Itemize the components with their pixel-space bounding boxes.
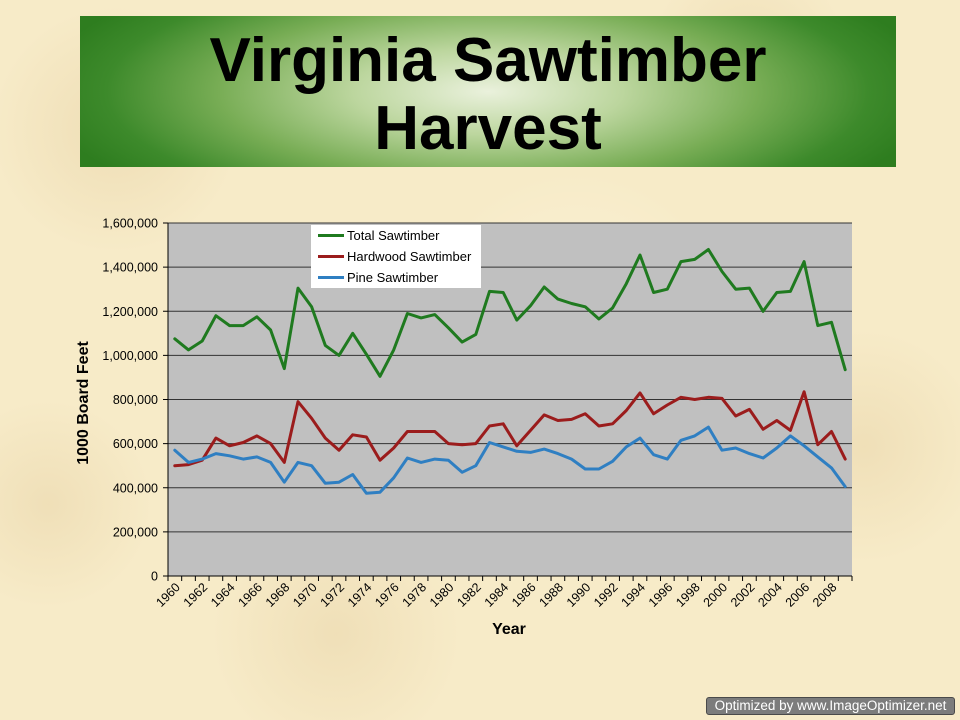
- title-banner: Virginia Sawtimber Harvest: [80, 16, 896, 167]
- y-tick-label: 200,000: [113, 525, 158, 539]
- x-tick-label: 1974: [345, 580, 375, 610]
- x-tick-label: 1988: [536, 580, 566, 610]
- x-tick-label: 1992: [591, 580, 621, 610]
- series-line-pine-sawtimber: [173, 425, 847, 495]
- x-tick-label: 1984: [482, 580, 512, 610]
- y-tick-label: 1,200,000: [102, 305, 158, 319]
- y-tick-label: 1,000,000: [102, 349, 158, 363]
- x-tick-label: 1964: [208, 580, 238, 610]
- legend-label: Hardwood Sawtimber: [347, 249, 472, 264]
- slide-title: Virginia Sawtimber Harvest: [80, 27, 896, 163]
- legend-swatch-pine-sawtimber: [318, 276, 344, 279]
- x-tick-label: 2002: [728, 580, 758, 610]
- x-tick-label: 1998: [673, 580, 703, 610]
- y-tick-label: 400,000: [113, 481, 158, 495]
- chart-legend: Total Sawtimber Hardwood Sawtimber Pine …: [311, 225, 481, 288]
- y-axis-title: 1000 Board Feet: [75, 341, 92, 465]
- series-line-hardwood-sawtimber: [173, 390, 847, 468]
- x-tick-label: 1990: [564, 580, 594, 610]
- x-tick-label: 1970: [290, 580, 320, 610]
- legend-item-pine-sawtimber: Pine Sawtimber: [311, 267, 481, 288]
- legend-item-hardwood-sawtimber: Hardwood Sawtimber: [311, 246, 481, 267]
- x-tick-label: 1982: [454, 580, 484, 610]
- x-tick-label: 1980: [427, 580, 457, 610]
- x-tick-label: 1966: [235, 580, 265, 610]
- y-tick-label: 600,000: [113, 437, 158, 451]
- slide-title-line-1: Virginia Sawtimber: [209, 26, 767, 95]
- x-tick-label: 1976: [372, 580, 402, 610]
- watermark: Optimized by www.ImageOptimizer.net: [706, 697, 955, 715]
- x-axis-title: Year: [492, 621, 526, 638]
- x-tick-label: 1994: [619, 580, 649, 610]
- legend-item-total-sawtimber: Total Sawtimber: [311, 225, 481, 246]
- x-tick-label: 2006: [783, 580, 813, 610]
- x-tick-label: 1978: [400, 580, 430, 610]
- x-tick-label: 1986: [509, 580, 539, 610]
- legend-label: Pine Sawtimber: [347, 270, 439, 285]
- x-tick-label: 1996: [646, 580, 676, 610]
- y-tick-label: 1,400,000: [102, 261, 158, 275]
- slide-title-line-2: Harvest: [374, 94, 602, 163]
- x-tick-label: 2004: [755, 580, 785, 610]
- y-tick-label: 0: [151, 570, 158, 584]
- y-tick-label: 1,600,000: [102, 217, 158, 231]
- x-tick-label: 1972: [318, 580, 348, 610]
- series-line-total-sawtimber: [173, 248, 847, 378]
- legend-label: Total Sawtimber: [347, 228, 440, 243]
- x-tick-label: 2008: [810, 580, 840, 610]
- x-tick-label: 1960: [153, 580, 183, 610]
- legend-swatch-hardwood-sawtimber: [318, 255, 344, 258]
- y-tick-label: 800,000: [113, 393, 158, 407]
- legend-swatch-total-sawtimber: [318, 234, 344, 237]
- x-tick-label: 1962: [181, 580, 211, 610]
- x-tick-label: 1968: [263, 580, 293, 610]
- x-tick-label: 2000: [701, 580, 731, 610]
